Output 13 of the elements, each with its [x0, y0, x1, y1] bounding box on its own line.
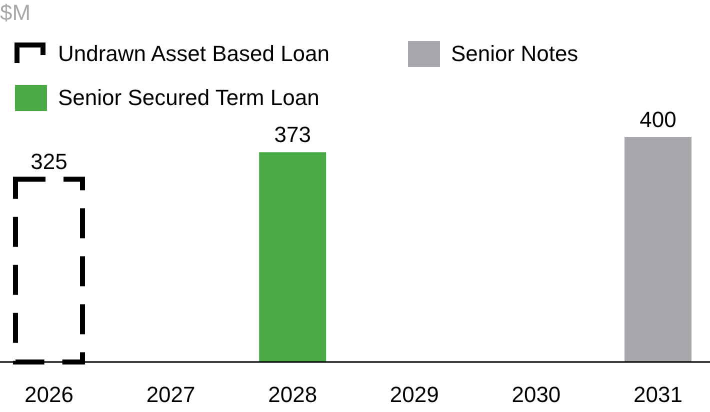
x-tick-label: 2027	[146, 382, 196, 407]
data-label: 373	[274, 122, 311, 148]
x-tick-label: 2029	[390, 382, 439, 407]
x-tick-label: 2030	[512, 382, 561, 407]
legend-label: Undrawn Asset Based Loan	[58, 41, 330, 66]
legend-label: Senior Secured Term Loan	[58, 85, 320, 110]
data-label: 400	[640, 107, 676, 132]
data-label: 325	[30, 149, 68, 174]
text: $M	[0, 0, 31, 25]
x-tick-label: 2031	[634, 382, 682, 407]
x-tick-label: 2026	[24, 382, 74, 407]
x-tick-label: 2028	[268, 382, 318, 407]
legend-label: Senior Notes	[451, 41, 578, 66]
